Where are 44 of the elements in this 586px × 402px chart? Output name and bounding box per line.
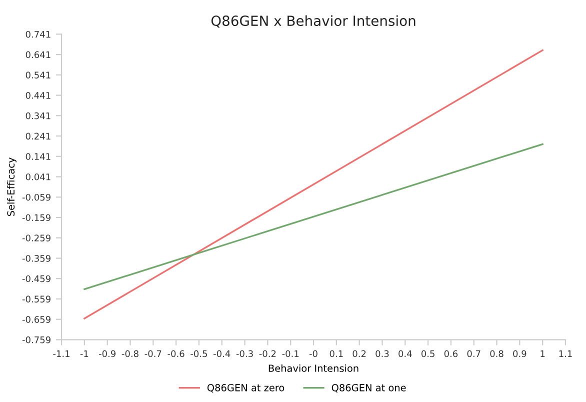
y-tick-label: 0.241	[26, 132, 50, 140]
legend-label: Q86GEN at zero	[207, 384, 284, 392]
y-tick-label: 0.141	[26, 153, 50, 160]
y-tick-label: 0.641	[26, 51, 50, 58]
x-tick-label: 0.1	[330, 350, 343, 358]
y-tick-label: 0.341	[26, 112, 50, 120]
x-tick-label: -0.9	[98, 350, 116, 358]
x-tick-label: -0.3	[236, 350, 253, 358]
x-tick-label: 0.6	[444, 350, 458, 358]
x-tick-label: 0.9	[513, 350, 526, 358]
x-tick-label: 0.2	[352, 350, 366, 358]
x-tick-label: -0.7	[144, 350, 162, 358]
x-tick-label: -1.1	[53, 350, 70, 357]
x-tick-label: 1	[540, 350, 545, 357]
x-tick-label: 1.1	[559, 350, 572, 357]
x-tick-label: -0.4	[214, 350, 230, 358]
x-tick-label: -0.2	[259, 350, 276, 358]
y-tick-label: -0.359	[22, 254, 50, 262]
x-tick-label: -0	[309, 350, 318, 358]
chart-title: Q86GEN x Behavior Intension	[211, 15, 416, 28]
x-tick-label: 0.8	[490, 350, 504, 358]
y-tick-label: -0.759	[22, 336, 50, 344]
x-tick-label: -0.5	[190, 350, 207, 358]
y-tick-label: 0.741	[26, 30, 50, 38]
legend-label: Q86GEN at one	[332, 384, 406, 392]
y-tick-label: -0.459	[22, 275, 50, 282]
y-tick-label: -0.159	[22, 214, 50, 222]
y-axis-title: Self-Efficacy	[7, 158, 16, 216]
x-tick-label: 0.7	[467, 350, 480, 358]
y-tick-label: -0.659	[22, 316, 50, 323]
x-axis-title: Behavior Intension	[268, 364, 358, 372]
y-tick-label: 0.541	[26, 72, 50, 78]
x-tick-label: 0.5	[421, 350, 434, 358]
x-tick-label: -0.8	[122, 350, 138, 358]
y-tick-label: -0.059	[22, 194, 50, 201]
x-tick-label: -0.6	[168, 350, 184, 358]
y-tick-label: 0.441	[26, 92, 50, 99]
x-tick-label: -0.1	[282, 350, 299, 358]
x-tick-label: 0.4	[398, 350, 412, 358]
y-tick-label: -0.559	[22, 296, 50, 303]
x-tick-label: -1	[80, 350, 88, 357]
x-tick-label: 0.3	[376, 350, 389, 358]
y-tick-label: -0.259	[22, 234, 50, 242]
y-tick-label: 0.041	[26, 173, 50, 180]
